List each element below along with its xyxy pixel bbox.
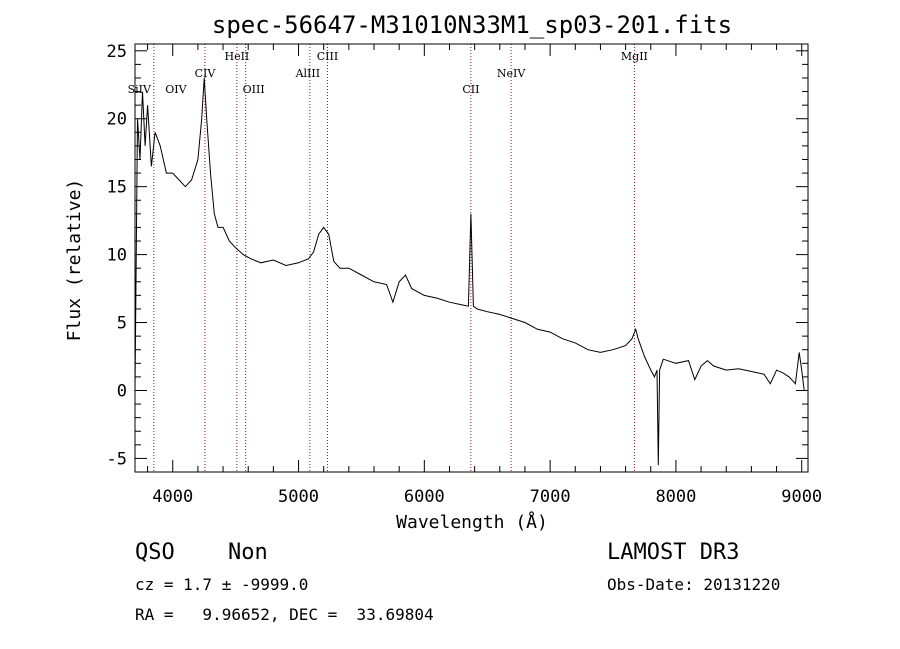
x-tick-label: 9000 <box>781 487 822 507</box>
obs-date: Obs-Date: 20131220 <box>607 575 781 594</box>
line-label-ciii: CIII <box>317 50 338 63</box>
line-label-siiv: SiIV <box>128 83 152 96</box>
line-label-oiv: OIV <box>165 83 187 96</box>
x-tick-label: 8000 <box>655 487 696 507</box>
line-label-cii: CII <box>462 83 479 96</box>
emission-line-markers <box>153 44 635 472</box>
y-tick-label: 25 <box>107 42 127 62</box>
line-label-oiii: OIII <box>243 83 265 96</box>
line-label-neiv: NeIV <box>497 67 526 80</box>
y-tick-label: 10 <box>107 246 127 266</box>
object-class: QSO <box>135 540 175 565</box>
line-label-aliii: AlIII <box>295 67 321 80</box>
line-label-mgii: MgII <box>621 50 648 63</box>
y-tick-label: -5 <box>107 449 127 469</box>
plot-frame <box>134 43 809 473</box>
survey-name: LAMOST DR3 <box>607 540 740 565</box>
x-tick-label: 4000 <box>152 487 193 507</box>
coordinates: RA = 9.96652, DEC = 33.69804 <box>135 605 434 624</box>
y-tick-label: 20 <box>107 110 127 130</box>
line-label-civ: CIV <box>195 67 217 80</box>
y-axis-label: Flux (relative) <box>64 179 85 342</box>
x-axis-ticks: 4000 5000 6000 7000 8000 9000 <box>147 44 822 507</box>
x-tick-label: 7000 <box>530 487 571 507</box>
emission-line-labels: SiIV OIV CIV HeII OIII AlIII CIII CII NeIV MgII <box>128 50 648 96</box>
y-tick-label: 5 <box>117 314 127 334</box>
y-tick-label: 0 <box>117 381 127 401</box>
chart-title: spec-56647-M31010N33M1_sp03-201.fits <box>212 11 732 39</box>
y-axis-ticks: -5 0 5 10 15 20 25 <box>107 42 808 469</box>
line-label-heii: HeII <box>224 50 249 63</box>
spectrum-line <box>134 77 805 466</box>
x-tick-label: 5000 <box>278 487 319 507</box>
x-axis-label: Wavelength (Å) <box>396 511 548 533</box>
y-tick-label: 15 <box>107 178 127 198</box>
redshift-text: cz = 1.7 ± -9999.0 <box>135 575 309 594</box>
object-subclass: Non <box>228 540 268 565</box>
x-tick-label: 6000 <box>404 487 445 507</box>
